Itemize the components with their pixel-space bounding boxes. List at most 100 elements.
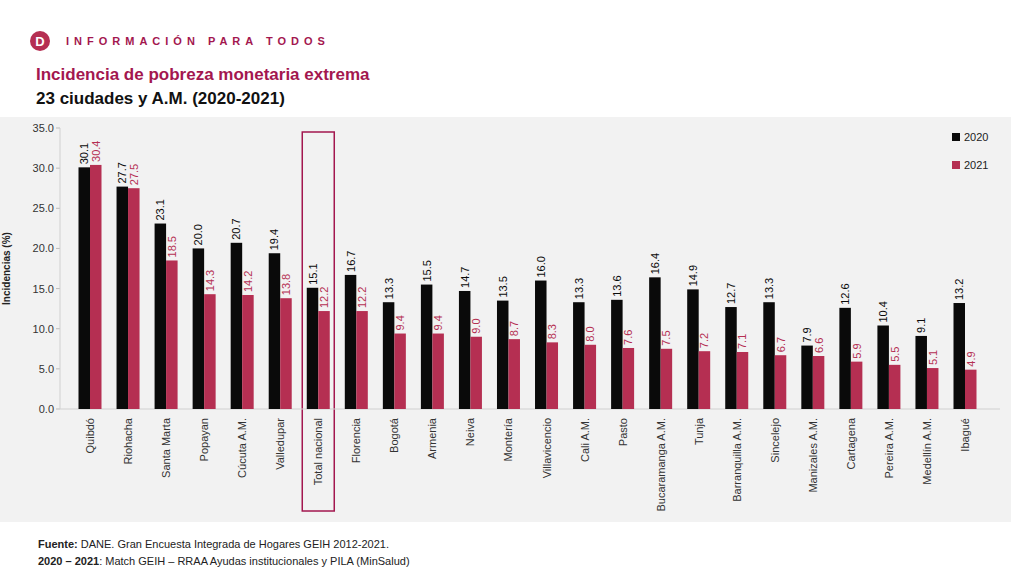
data-label: 8.0 xyxy=(584,326,596,341)
y-tick-label: 15.0 xyxy=(33,283,54,295)
data-label: 9.4 xyxy=(394,315,406,330)
x-tick-label: Popayan xyxy=(198,418,210,461)
data-label: 12.7 xyxy=(725,283,737,304)
bar xyxy=(763,302,775,409)
footnote-text: DANE. Gran Encuesta Integrada de Hogares… xyxy=(81,538,389,550)
data-label: 30.4 xyxy=(90,141,102,162)
bar xyxy=(915,336,927,409)
y-tick xyxy=(56,248,60,249)
data-label: 13.3 xyxy=(763,278,775,299)
data-label: 13.2 xyxy=(953,279,965,300)
y-tick xyxy=(56,168,60,169)
bar xyxy=(775,355,787,409)
x-tick-label: Ibagué xyxy=(959,418,971,452)
data-label: 8.7 xyxy=(508,321,520,336)
data-label: 5.1 xyxy=(927,350,939,365)
bar xyxy=(649,277,661,409)
bar xyxy=(242,295,254,409)
bar xyxy=(573,302,585,409)
bar xyxy=(889,365,901,409)
data-label: 14.7 xyxy=(459,267,471,288)
data-label: 13.3 xyxy=(573,278,585,299)
x-tick-label: Barranquilla A.M. xyxy=(731,418,743,502)
x-tick-label: Santa Marta xyxy=(160,417,172,478)
data-label: 19.4 xyxy=(268,229,280,250)
x-tick-label: Florencia xyxy=(350,417,362,463)
bar xyxy=(508,339,520,409)
data-label: 27.7 xyxy=(116,162,128,183)
bar xyxy=(547,342,559,409)
bar xyxy=(356,311,368,409)
y-tick-label: 10.0 xyxy=(33,323,54,335)
bar xyxy=(459,291,471,409)
y-tick xyxy=(56,128,60,129)
x-tick-label: Riohacha xyxy=(122,417,134,464)
x-tick-label: Neiva xyxy=(464,417,476,446)
legend-swatch xyxy=(952,161,960,169)
data-label: 5.5 xyxy=(889,347,901,362)
bar xyxy=(166,260,178,409)
bar xyxy=(725,307,737,409)
logo: D xyxy=(35,34,44,49)
y-axis-line xyxy=(60,128,61,409)
data-label: 6.6 xyxy=(813,338,825,353)
bar xyxy=(345,275,357,409)
data-label: 7.5 xyxy=(660,330,672,345)
bar xyxy=(204,294,216,409)
footnote-label: 2020 – 2021 xyxy=(38,555,99,567)
y-tick-label: 30.0 xyxy=(33,162,54,174)
data-label: 12.6 xyxy=(839,283,851,304)
bar xyxy=(90,165,102,409)
panel xyxy=(0,117,1011,522)
bar xyxy=(383,302,395,409)
data-label: 4.9 xyxy=(965,351,977,366)
data-label: 7.9 xyxy=(801,327,813,342)
bar xyxy=(394,334,406,409)
data-label: 23.1 xyxy=(154,199,166,220)
x-tick-label: Sincelejo xyxy=(769,418,781,463)
data-label: 20.0 xyxy=(192,224,204,245)
bar xyxy=(231,243,243,409)
data-label: 9.4 xyxy=(432,315,444,330)
data-label: 7.1 xyxy=(736,334,748,349)
brand: INFORMACIÓN PARA TODOS xyxy=(66,35,330,47)
data-label: 13.8 xyxy=(280,274,292,295)
bar xyxy=(470,337,482,409)
x-tick-label: Armenia xyxy=(426,417,438,459)
bar xyxy=(839,308,851,409)
bar xyxy=(813,356,825,409)
y-tick-label: 0.0 xyxy=(39,403,54,415)
bar xyxy=(687,289,699,409)
data-label: 9.0 xyxy=(470,318,482,333)
data-label: 14.2 xyxy=(242,271,254,292)
data-label: 20.7 xyxy=(230,218,242,239)
data-label: 7.6 xyxy=(622,330,634,345)
data-label: 6.7 xyxy=(775,337,787,352)
highlight-box xyxy=(302,132,334,511)
subtitle: 23 ciudades y A.M. (2020-2021) xyxy=(36,89,285,108)
x-tick-label: Quibdó xyxy=(84,418,96,453)
x-tick-label: Tunja xyxy=(693,417,705,445)
data-label: 10.4 xyxy=(877,301,889,322)
footnote-label: Fuente: xyxy=(38,538,78,550)
footnote: 2020 – 2021: Match GEIH – RRAA Ayudas in… xyxy=(38,555,410,567)
bar xyxy=(737,352,749,409)
bar xyxy=(965,370,977,409)
footnote-text: : Match GEIH – RRAA Ayudas institucional… xyxy=(99,555,409,567)
data-label: 13.6 xyxy=(611,275,623,296)
data-label: 12.2 xyxy=(318,287,330,308)
data-label: 18.5 xyxy=(166,236,178,257)
x-tick-label: Cúcuta A.M. xyxy=(236,418,248,478)
data-label: 13.5 xyxy=(497,276,509,297)
data-label: 14.3 xyxy=(204,270,216,291)
legend-label: 2020 xyxy=(964,131,988,143)
y-tick-label: 5.0 xyxy=(39,363,54,375)
x-tick-label: Pereira A.M. xyxy=(883,418,895,479)
data-label: 27.5 xyxy=(128,164,140,185)
bar xyxy=(79,167,91,409)
bar xyxy=(661,349,673,409)
data-label: 9.1 xyxy=(915,318,927,333)
legend-swatch xyxy=(952,133,960,141)
data-label: 16.0 xyxy=(535,256,547,277)
data-label: 7.2 xyxy=(698,333,710,348)
